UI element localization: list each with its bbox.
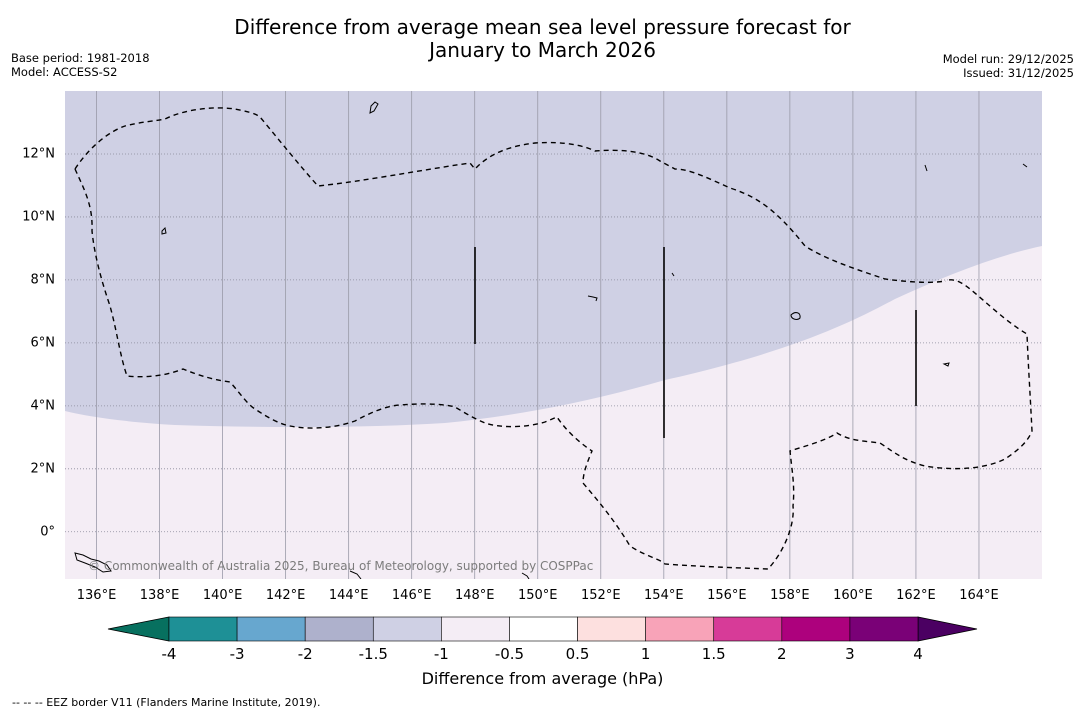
colorbar-segment — [645, 616, 715, 642]
colorbar-tick-label: -1.5 — [358, 645, 388, 663]
colorbar-tick-label: -0.5 — [494, 645, 525, 663]
colorbar-segment — [372, 616, 442, 642]
y-tick-label: 0° — [40, 524, 55, 540]
y-tick-label: 10°N — [22, 209, 55, 225]
chart-title-line2: January to March 2026 — [429, 38, 656, 62]
colorbar-segment — [168, 616, 238, 642]
colorbar-tick-label: 3 — [845, 645, 855, 663]
eez-border-west — [74, 107, 946, 284]
x-tick-label: 164°E — [959, 588, 999, 603]
eez-border-west-lower — [74, 168, 1033, 570]
colorbar-segment — [713, 616, 783, 642]
x-tick-label: 156°E — [707, 588, 747, 603]
colorbar-under-arrow — [107, 616, 170, 642]
x-tick-label: 144°E — [328, 588, 369, 603]
x-tick-label: 152°E — [581, 588, 621, 603]
colorbar-tick-label: -4 — [161, 645, 177, 663]
colorbar-segment — [509, 616, 578, 642]
colorbar-tick-label: -3 — [229, 645, 245, 663]
y-tick-label: 4°N — [30, 398, 56, 414]
colorbar-tick-label: 2 — [777, 645, 787, 663]
colorbar-over-arrow — [917, 616, 978, 642]
x-tick-label: 140°E — [202, 588, 243, 603]
x-tick-label: 158°E — [770, 588, 810, 603]
map — [65, 91, 1042, 579]
y-tick-label: 12°N — [22, 146, 55, 162]
colorbar-tick-label: 0.5 — [565, 645, 590, 663]
colorbar-tick-label: -1 — [433, 645, 449, 663]
y-tick-label: 8°N — [30, 272, 56, 288]
colorbar-tick-label: 1 — [640, 645, 651, 663]
colorbar-tick-label: 1.5 — [701, 645, 726, 663]
colorbar-segment — [577, 616, 646, 642]
x-tick-label: 150°E — [517, 588, 558, 603]
colorbar-segment — [236, 616, 306, 642]
x-tick-label: 162°E — [896, 588, 936, 603]
y-tick-label: 2°N — [30, 461, 56, 477]
map-copyright: © Commonwealth of Australia 2025, Bureau… — [88, 559, 594, 573]
y-tick-label: 6°N — [30, 335, 56, 351]
model-name: Model: ACCESS-S2 — [11, 65, 118, 79]
colorbar-tick-label: -2 — [297, 645, 313, 663]
model-run: Model run: 29/12/2025 — [942, 52, 1074, 66]
colorbar-segment — [441, 616, 510, 642]
base-period: Base period: 1981-2018 — [11, 51, 150, 65]
x-tick-label: 146°E — [391, 588, 432, 603]
eez-footnote: -- -- -- EEZ border V11 (Flanders Marine… — [12, 696, 321, 709]
colorbar-segment — [781, 616, 851, 642]
colorbar-tick-label: 4 — [913, 645, 923, 663]
chart-title-line1: Difference from average mean sea level p… — [234, 15, 851, 39]
colorbar-segment — [849, 616, 919, 642]
x-tick-label: 148°E — [454, 588, 495, 603]
colorbar-axis-label: Difference from average (hPa) — [421, 669, 664, 688]
x-tick-label: 154°E — [644, 588, 684, 603]
x-tick-label: 136°E — [76, 588, 117, 603]
islands — [74, 101, 1028, 579]
x-tick-label: 138°E — [139, 588, 180, 603]
x-tick-label: 142°E — [265, 588, 306, 603]
x-tick-label: 160°E — [833, 588, 873, 603]
issued-date: Issued: 31/12/2025 — [963, 66, 1074, 80]
colorbar-segment — [304, 616, 374, 642]
